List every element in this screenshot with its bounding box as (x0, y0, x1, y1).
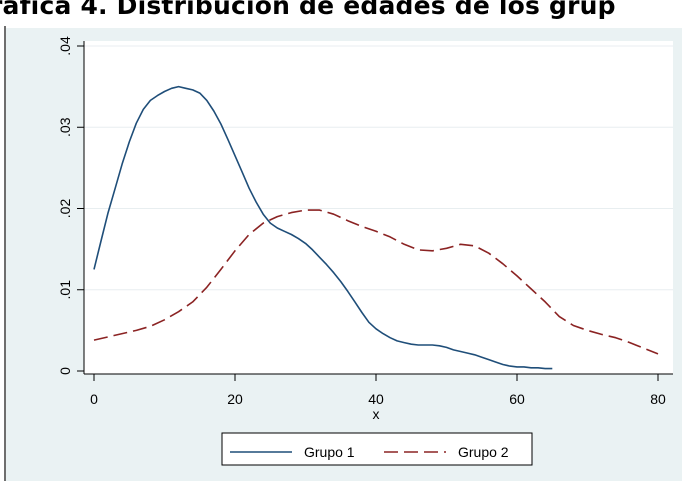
y-tick-label-1: .01 (57, 280, 73, 300)
plot-area (84, 41, 673, 374)
y-tick-label-2: .02 (57, 199, 73, 219)
gridlines (84, 45, 673, 291)
x-tick-label-4: 80 (650, 391, 666, 407)
ticks: 0 .01 .02 .03 .04 0 20 40 60 80 (57, 36, 666, 407)
series-line-grupo-1 (93, 85, 553, 370)
legend-label-grupo-2: Grupo 2 (458, 444, 509, 460)
x-tick-label-1: 20 (227, 391, 243, 407)
y-tick-label-4: .04 (57, 36, 73, 56)
y-tick-label-3: .03 (57, 117, 73, 137)
chart-title: ráfica 4. Distribución de edades de los … (0, 0, 616, 20)
series-lines (93, 85, 659, 370)
legend: Grupo 1 Grupo 2 (221, 432, 533, 466)
legend-box (221, 432, 533, 466)
axes (83, 41, 673, 375)
x-tick-label-3: 60 (509, 391, 525, 407)
series-line-grupo-2 (93, 209, 659, 355)
y-tick-label-0: 0 (57, 367, 73, 375)
legend-label-grupo-1: Grupo 1 (304, 444, 355, 460)
x-tick-label-2: 40 (368, 391, 384, 407)
x-axis-title: x (373, 406, 380, 422)
x-tick-label-0: 0 (90, 391, 98, 407)
